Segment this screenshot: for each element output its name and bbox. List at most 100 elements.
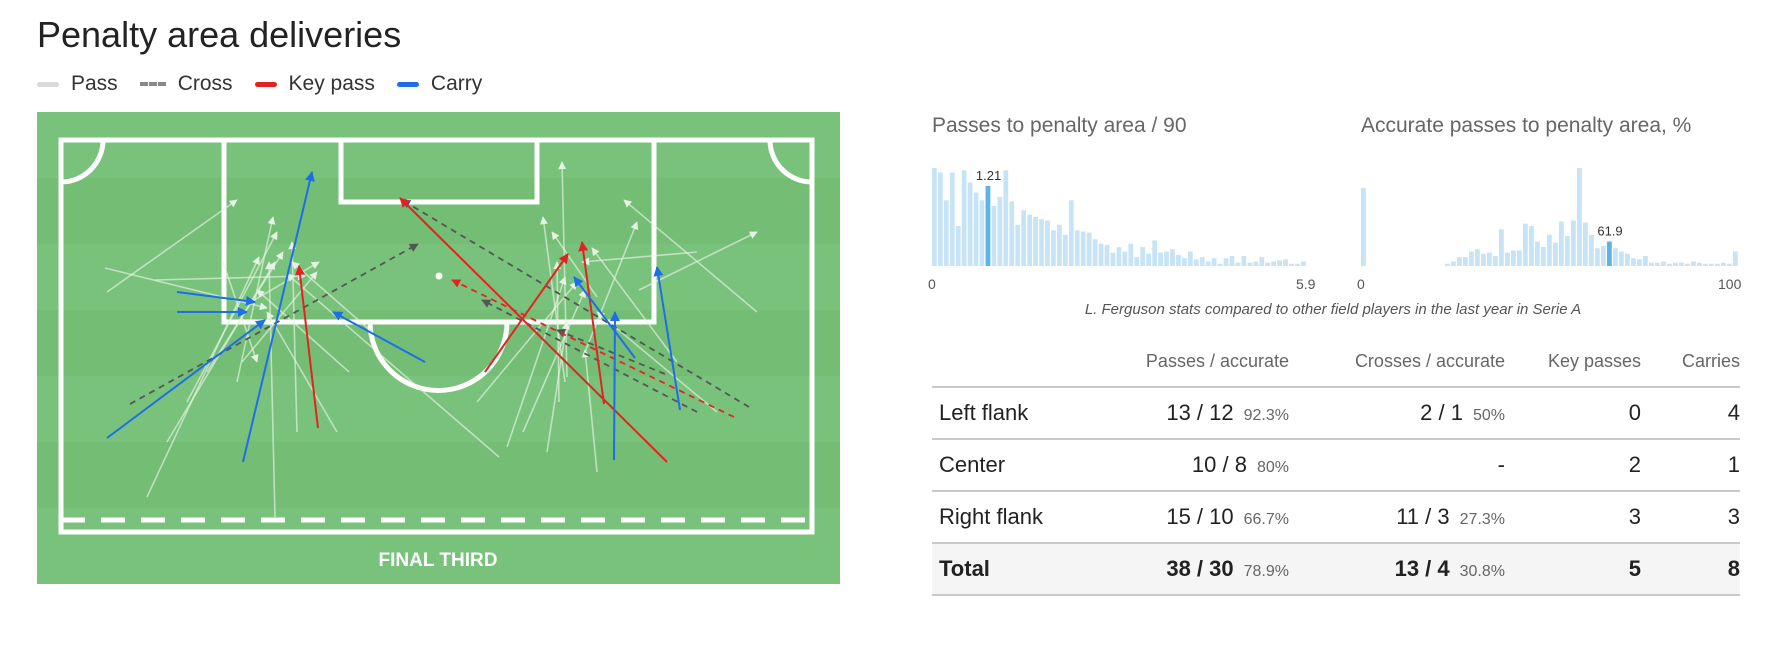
hist-bar bbox=[1265, 262, 1271, 266]
hist-bar bbox=[1253, 261, 1259, 266]
hist-bar bbox=[1045, 220, 1050, 266]
table-row: Left flank 13 / 12 92.3% 2 / 1 50% 0 4 bbox=[932, 386, 1740, 439]
key-pass-cross-line bbox=[451, 279, 735, 418]
hist-bar bbox=[1589, 234, 1594, 266]
hist-bar bbox=[1703, 263, 1708, 266]
hist-bar bbox=[1229, 255, 1235, 266]
hist-bar bbox=[1541, 247, 1546, 266]
table-row: Center 10 / 8 80% - 2 1 bbox=[932, 438, 1740, 491]
carries-cell: 1 bbox=[1641, 438, 1740, 491]
hist-bar bbox=[1027, 214, 1032, 266]
hist-bar bbox=[1547, 234, 1552, 266]
total-passes-pct: 78.9% bbox=[1243, 563, 1289, 580]
hist-bar bbox=[1140, 247, 1146, 266]
hist-bar bbox=[1637, 259, 1642, 266]
carry-lines bbox=[106, 171, 681, 463]
comparison-caption: L. Ferguson stats compared to other fiel… bbox=[1084, 301, 1582, 318]
legend-item-carry: Carry bbox=[396, 72, 482, 96]
legend-swatch-key-pass bbox=[254, 81, 277, 87]
page-title: Penalty area deliveries bbox=[37, 14, 402, 55]
penalty-spot bbox=[435, 272, 443, 280]
hist-bar bbox=[932, 168, 937, 266]
hist-bar bbox=[1289, 263, 1294, 266]
table-header-crosses: Crosses / accurate bbox=[1354, 350, 1505, 371]
hist-bar bbox=[1499, 229, 1504, 266]
crosses-cell: - bbox=[1289, 438, 1505, 491]
hist-bar bbox=[1577, 168, 1582, 266]
crosses-value: 2 / 1 bbox=[1420, 400, 1463, 425]
key-passes-cell: 2 bbox=[1505, 438, 1641, 491]
crosses-pct: 50% bbox=[1472, 407, 1505, 424]
crosses-value: - bbox=[1497, 452, 1505, 477]
passes-cell: 10 / 8 80% bbox=[1082, 438, 1289, 491]
hist-bar bbox=[1517, 250, 1522, 266]
hist-bar bbox=[1259, 257, 1265, 266]
hist-bar bbox=[1164, 251, 1169, 266]
passes-cell: 15 / 10 66.7% bbox=[1082, 490, 1289, 543]
hist-bar bbox=[979, 200, 985, 266]
hist-bar bbox=[943, 200, 949, 266]
crosses-pct: 27.3% bbox=[1459, 511, 1505, 528]
legend-item-pass: Pass bbox=[37, 72, 118, 96]
key-pass-lines bbox=[295, 197, 668, 463]
hist-bar bbox=[973, 192, 979, 266]
key-passes-cell: 0 bbox=[1505, 386, 1641, 439]
row-label: Center bbox=[932, 438, 1082, 491]
hist-bar bbox=[1074, 230, 1080, 266]
hist-bar bbox=[1697, 262, 1702, 266]
passes-pct: 66.7% bbox=[1243, 511, 1289, 528]
hist-bar bbox=[1098, 243, 1104, 266]
hist-bar bbox=[1715, 263, 1720, 266]
pitch-map: FINAL THIRD bbox=[37, 112, 840, 584]
stats-table: Passes / accurate Crosses / accurate Key… bbox=[932, 350, 1740, 596]
hist-bar bbox=[1277, 260, 1282, 266]
hist-bar bbox=[955, 225, 961, 266]
hist-highlight-label: 1.21 bbox=[976, 168, 1001, 183]
hist-bar bbox=[1595, 248, 1600, 266]
hist-bar bbox=[1062, 234, 1068, 266]
hist-bar bbox=[1487, 252, 1492, 266]
legend-label-pass: Pass bbox=[71, 72, 118, 95]
hist-bar bbox=[1625, 253, 1630, 266]
hist-bar bbox=[1295, 263, 1300, 266]
legend-swatch-pass bbox=[37, 81, 59, 87]
hist-bar bbox=[1128, 243, 1134, 266]
hist-bar bbox=[1068, 200, 1074, 266]
crosses-value: 11 / 3 bbox=[1396, 504, 1450, 529]
hist-bar bbox=[1176, 254, 1181, 266]
hist-bar bbox=[1613, 248, 1618, 266]
hist-bar bbox=[1691, 261, 1696, 266]
hist-bar bbox=[1673, 262, 1678, 266]
hist-bar bbox=[937, 172, 943, 266]
hist-bar bbox=[1170, 249, 1175, 266]
hist-bar bbox=[1271, 261, 1277, 266]
hist-bar bbox=[1493, 255, 1498, 266]
hist-bar bbox=[1009, 201, 1015, 266]
hist-bar bbox=[1511, 250, 1516, 266]
hist-accuracy-chart: 61.9 bbox=[1361, 168, 1738, 266]
hist-bar bbox=[1051, 230, 1056, 266]
hist-passes-title: Passes to penalty area / 90 bbox=[932, 114, 1187, 137]
hist-bar bbox=[1003, 170, 1009, 266]
hist-bar bbox=[1583, 222, 1588, 266]
hist-bar bbox=[1661, 261, 1666, 266]
hist-bar bbox=[1235, 262, 1241, 266]
hist-bar bbox=[1039, 219, 1044, 266]
passes-value: 10 / 8 bbox=[1191, 452, 1247, 477]
legend-label-key-pass: Key pass bbox=[288, 72, 375, 95]
hist-bar bbox=[1080, 231, 1086, 266]
hist-bar bbox=[1469, 251, 1474, 266]
hist-bar bbox=[997, 196, 1003, 266]
table-row: Right flank 15 / 10 66.7% 11 / 3 27.3% 3 3 bbox=[932, 490, 1740, 543]
hist-bar bbox=[1116, 247, 1122, 266]
row-label: Right flank bbox=[932, 490, 1082, 543]
total-passes-cell: 38 / 30 78.9% bbox=[1082, 542, 1289, 596]
hist-bar bbox=[1559, 221, 1564, 266]
hist-bar bbox=[1571, 220, 1576, 266]
passes-value: 15 / 10 bbox=[1166, 504, 1234, 529]
row-label: Left flank bbox=[932, 386, 1082, 439]
legend: Pass Cross Key pass Carry bbox=[37, 72, 504, 96]
hist-bar bbox=[991, 205, 997, 266]
hist-bar bbox=[1211, 258, 1217, 266]
hist-bar bbox=[1601, 245, 1606, 266]
